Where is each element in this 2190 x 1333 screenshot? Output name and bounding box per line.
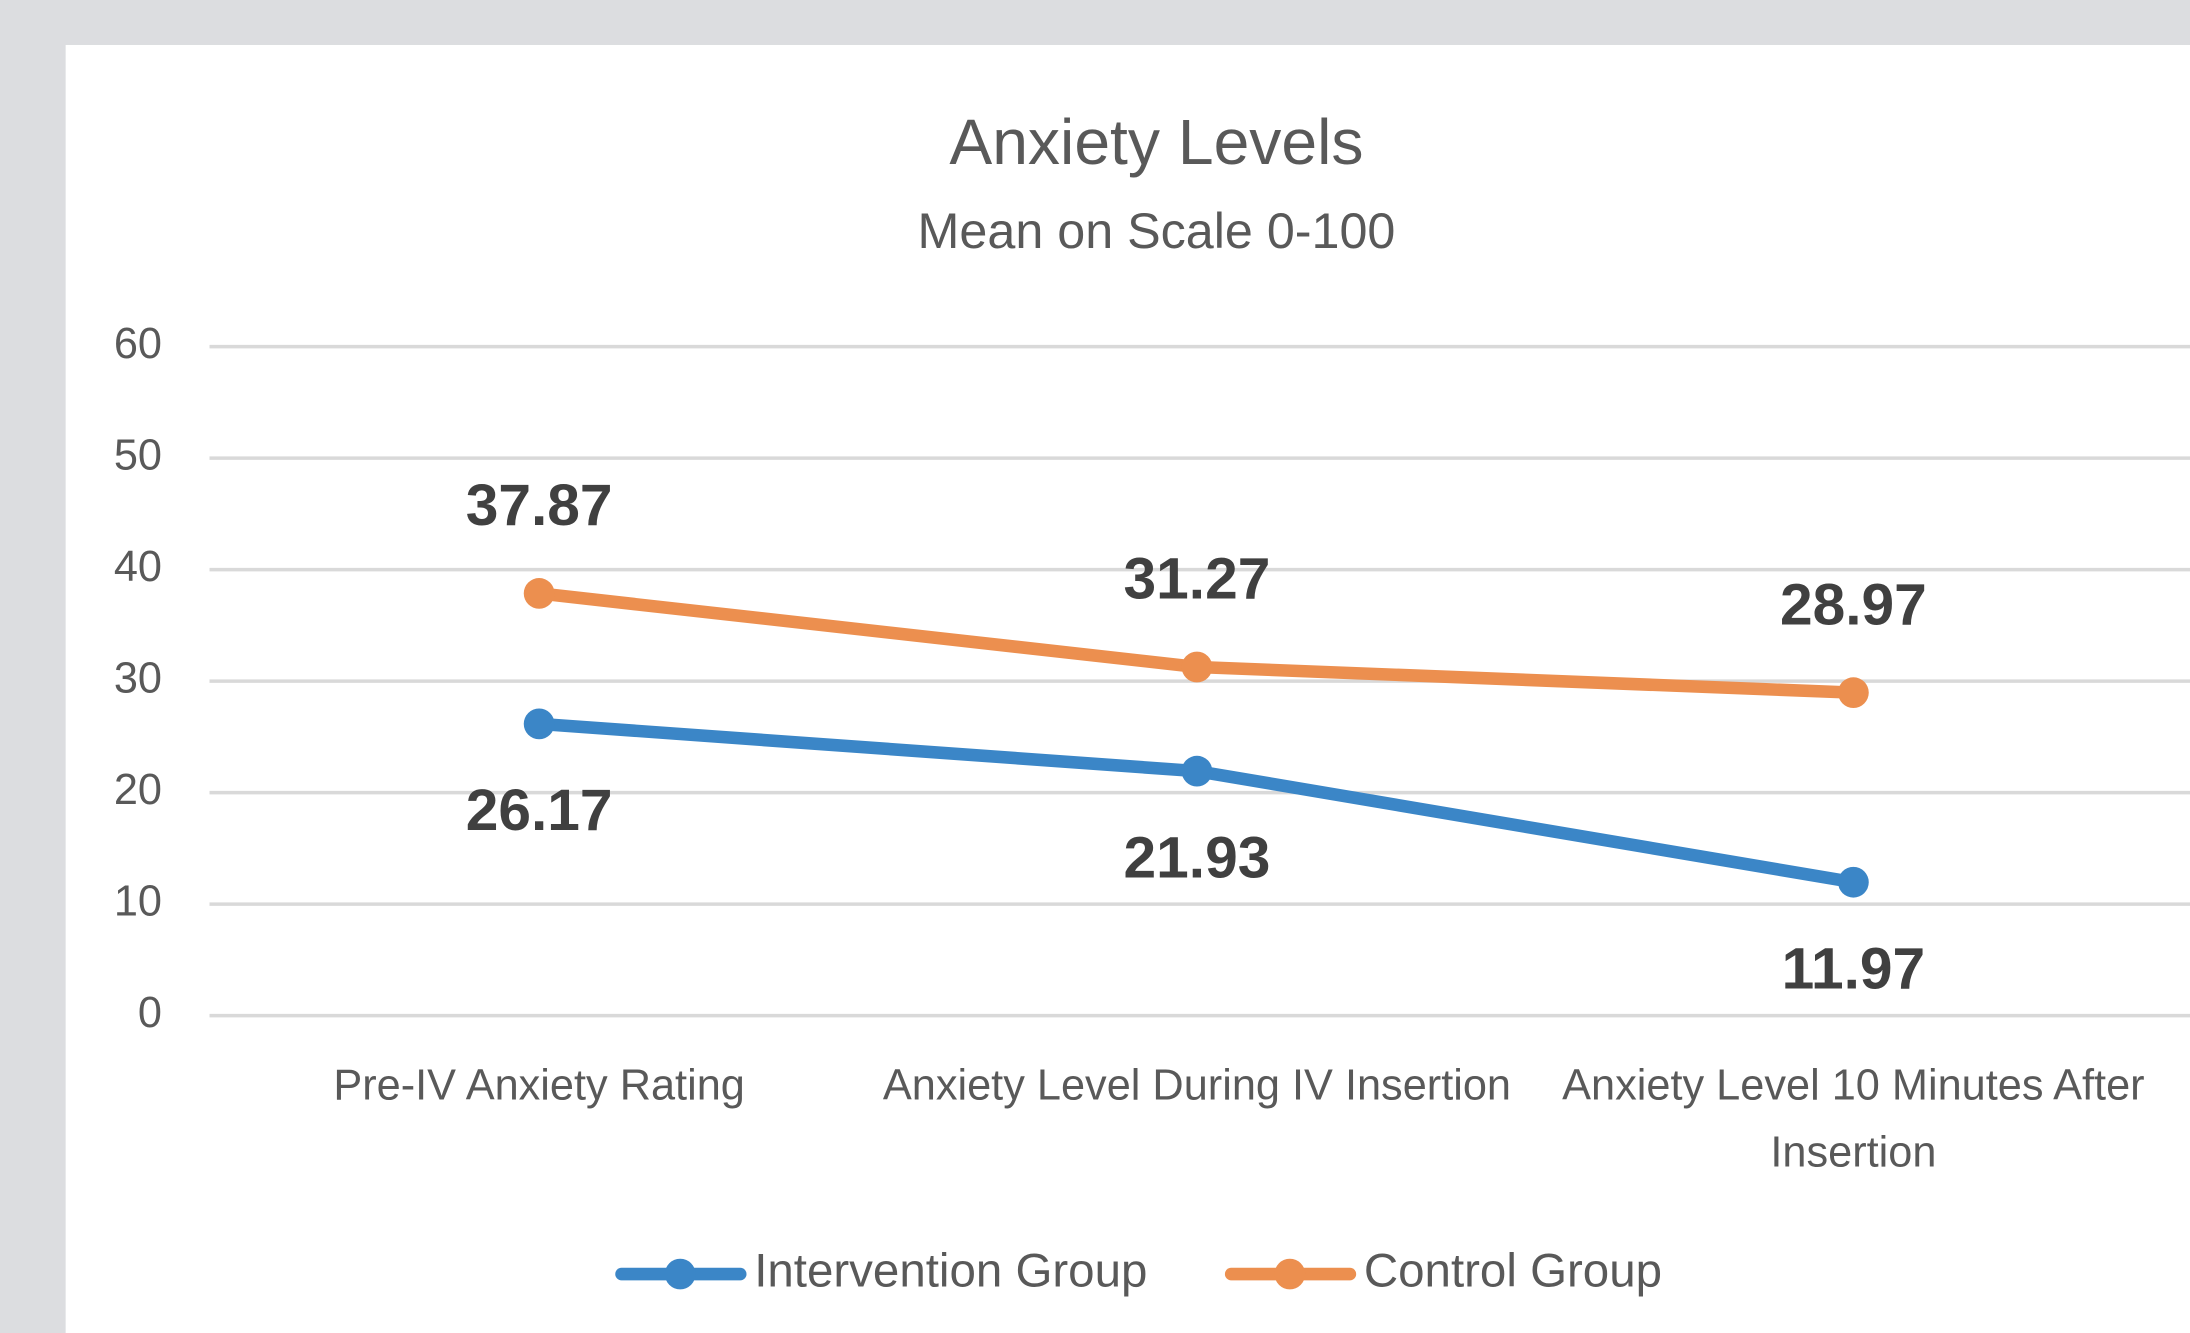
series-marker — [1181, 651, 1213, 683]
series-marker — [523, 578, 555, 609]
data-label: 31.27 — [1124, 547, 1271, 612]
x-tick-label: Anxiety Level During IV Insertion — [882, 1060, 1512, 1110]
series-marker — [1838, 866, 1869, 898]
series-marker — [523, 708, 555, 740]
data-label: 11.97 — [1782, 936, 1926, 1001]
y-tick-label: 10 — [114, 878, 162, 926]
data-label: 26.17 — [466, 778, 613, 843]
x-tick-label-box: Pre-IV Anxiety Rating — [333, 1060, 745, 1110]
y-tick-label: 40 — [114, 543, 162, 591]
series-marker — [1838, 677, 1869, 709]
legend-marker — [664, 1258, 696, 1290]
y-tick-label: 0 — [138, 989, 162, 1037]
y-tick-label: 50 — [114, 432, 162, 480]
y-tick-label: 30 — [114, 655, 162, 703]
chart-subtitle: Mean on Scale 0-100 — [918, 202, 1396, 259]
chart-title: Anxiety Levels — [949, 106, 1363, 178]
y-tick-label: 20 — [114, 766, 162, 814]
data-label: 37.87 — [466, 473, 613, 538]
x-tick-label: Anxiety Level 10 Minutes After Insertion — [1562, 1060, 2145, 1177]
x-tick-label-box: Anxiety Level 10 Minutes After Insertion — [1562, 1060, 2145, 1177]
data-label: 21.93 — [1124, 825, 1271, 890]
legend-marker — [1274, 1258, 1306, 1290]
x-tick-label-box: Anxiety Level During IV Insertion — [882, 1060, 1512, 1110]
series-marker — [1181, 755, 1213, 787]
x-tick-label: Pre-IV Anxiety Rating — [333, 1060, 745, 1110]
y-tick-label: 60 — [114, 320, 162, 368]
legend-label: Control Group — [1364, 1245, 1662, 1298]
legend-label: Intervention Group — [754, 1245, 1147, 1298]
data-label: 28.97 — [1780, 572, 1927, 637]
